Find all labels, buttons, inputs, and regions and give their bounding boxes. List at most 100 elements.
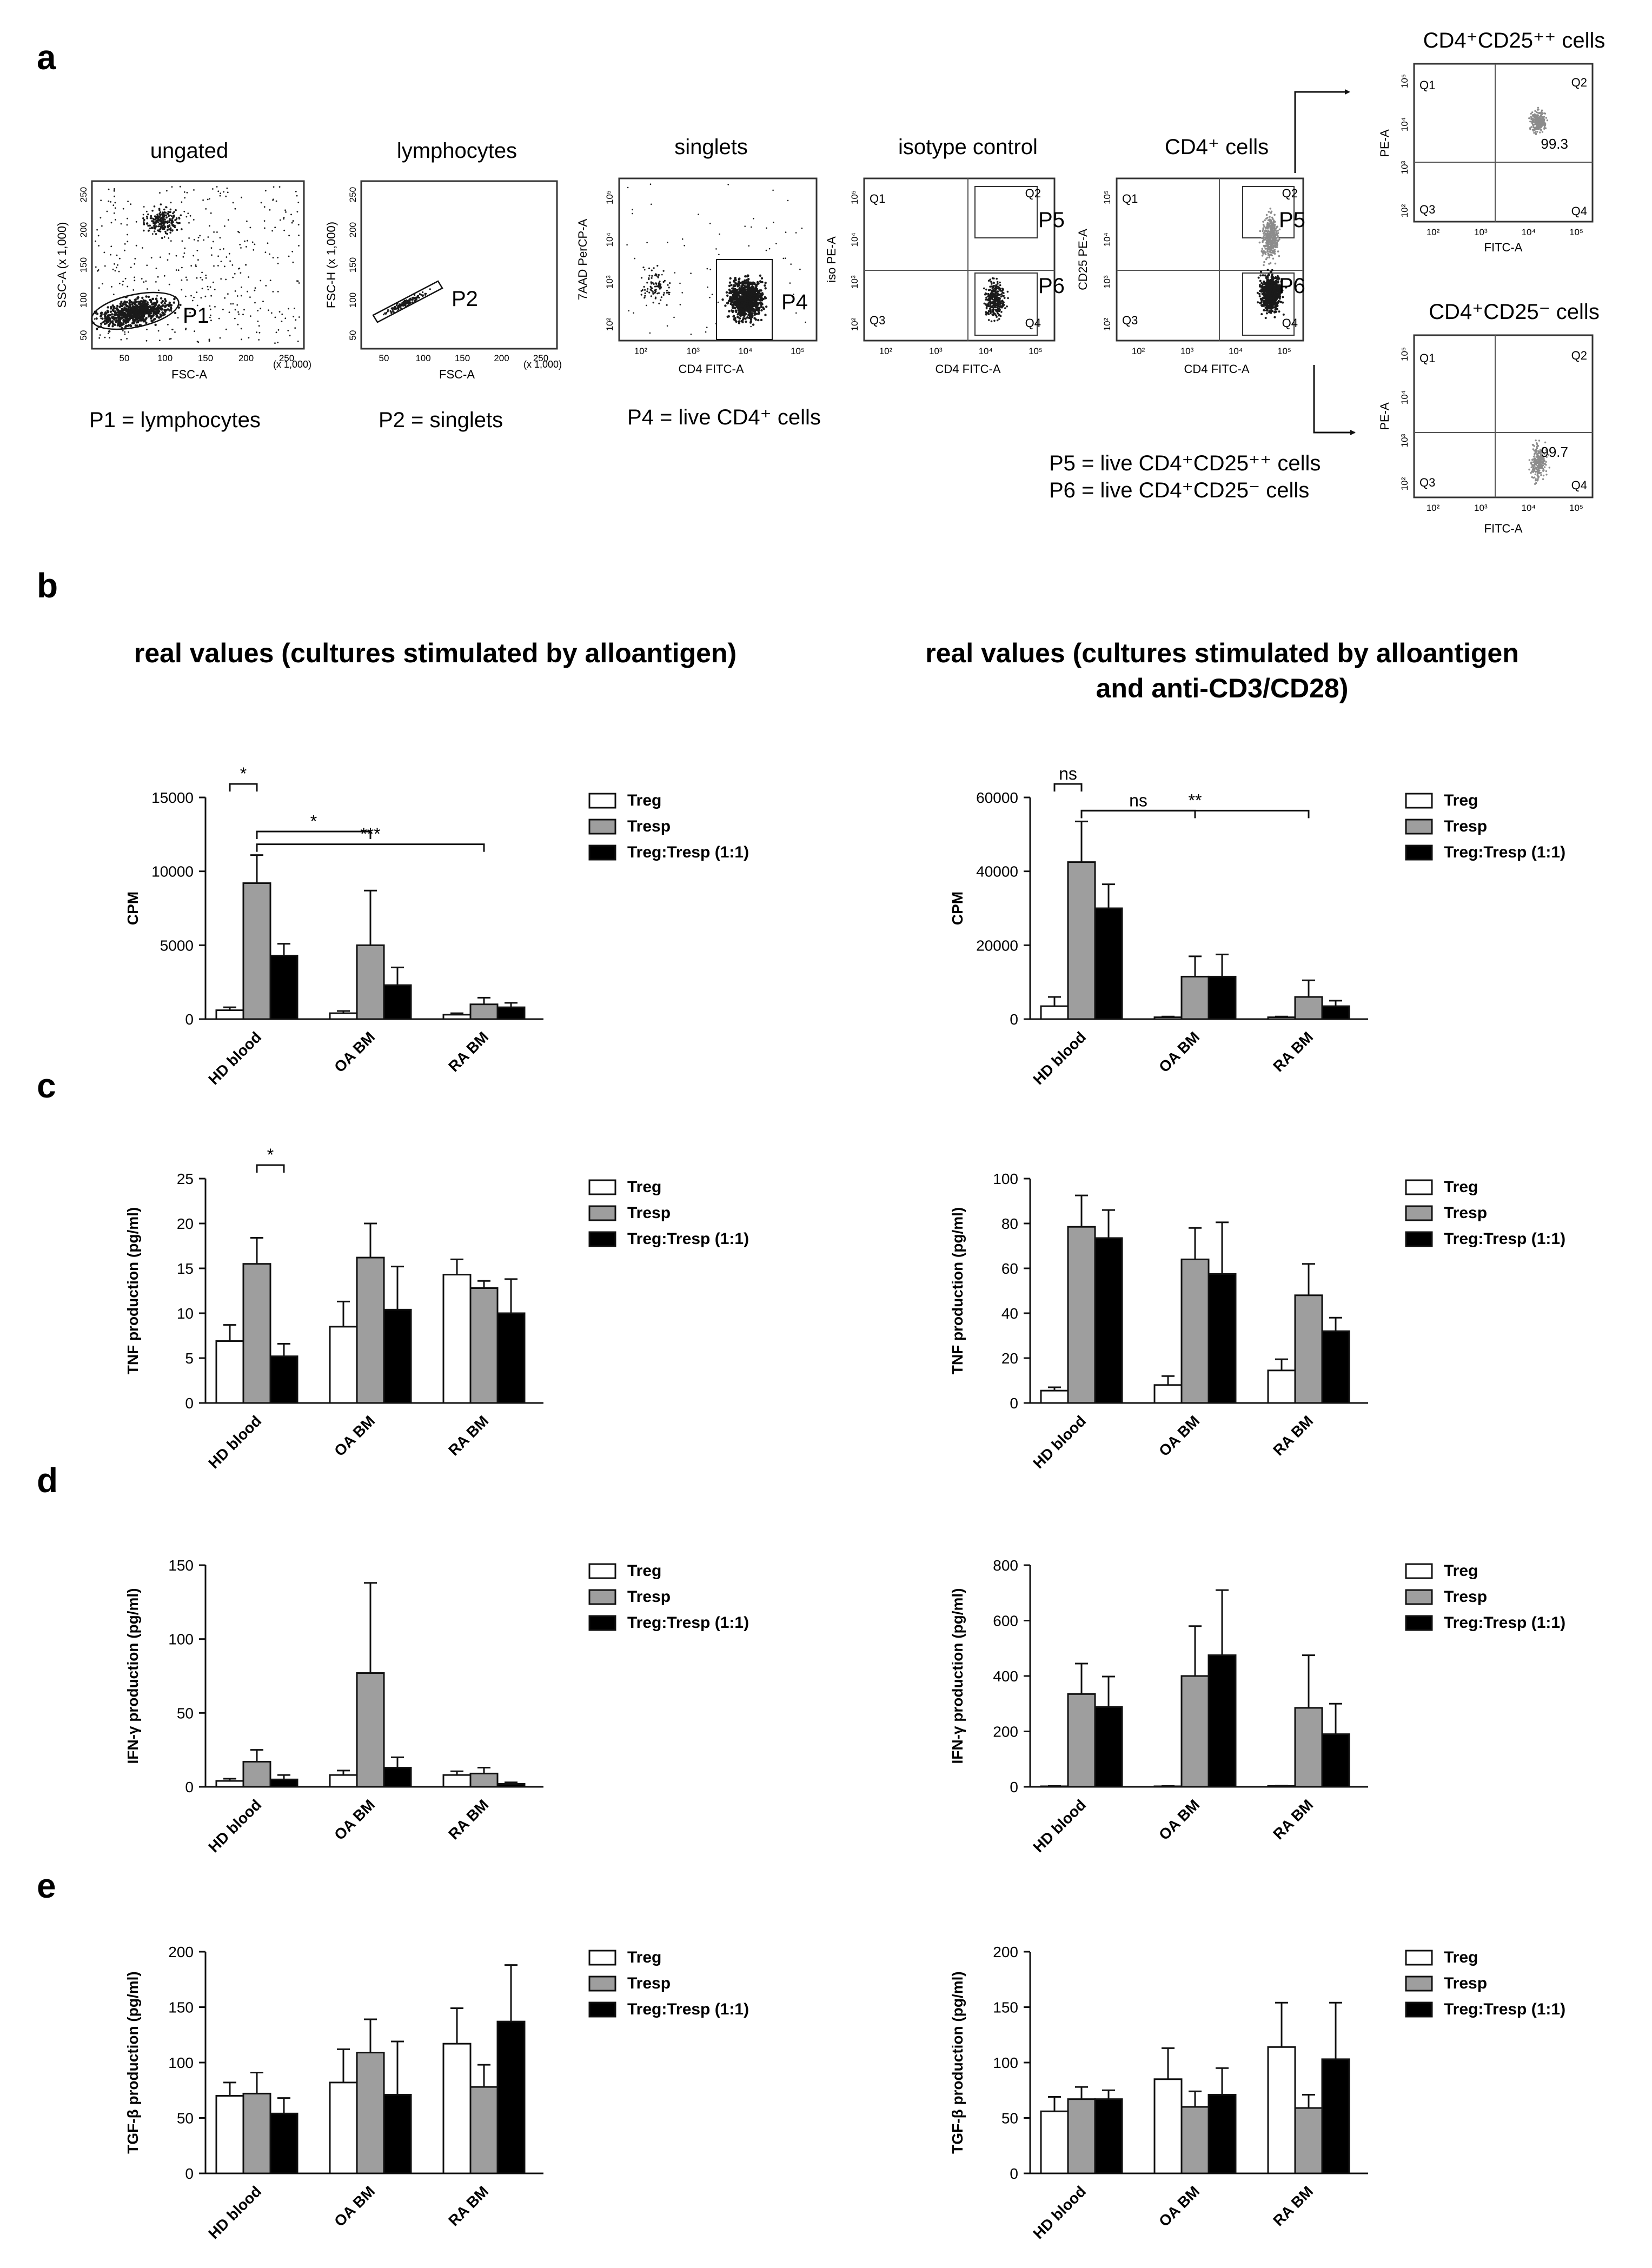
ytick-label: 150 [168, 1999, 194, 2016]
log0-ytick: 10³ [605, 275, 615, 289]
cd25m-ytick: 10⁵ [1399, 347, 1410, 361]
sig-label: ** [1189, 790, 1202, 810]
gate-p1 [91, 291, 180, 330]
flow-title-cd25pp: CD4⁺CD25⁺⁺ cells [1423, 29, 1605, 52]
q4-cd25m: Q4 [1571, 478, 1587, 492]
category-label: HD blood [205, 1028, 264, 1088]
legend-d_right: Treg Tresp Treg:Tresp (1:1) [1405, 1562, 1565, 1632]
cd25pp-ytick: 10⁴ [1399, 117, 1410, 131]
chart-c_left: 0 5 10 15 20 25 TNF production (pg/ml) HD blood… [124, 1145, 543, 1472]
bar-tregtresp-1 [1208, 2093, 1237, 2174]
legend-label: Treg [627, 1562, 661, 1580]
log1-ytick: 10³ [850, 275, 860, 289]
ytick-label: 40 [1001, 1305, 1018, 1322]
bar-tregtresp-1 [383, 1766, 412, 1788]
log0-ytick: 10⁴ [605, 232, 615, 247]
scatter-cd25pp [1528, 107, 1549, 136]
ungated-ytick: 250 [78, 187, 89, 202]
scatter-cd4 [721, 274, 768, 326]
cd25pp-xtick: 10⁵ [1569, 227, 1583, 237]
bar-treg-1 [1153, 2078, 1183, 2174]
bar-treg-0 [215, 1780, 244, 1788]
category-label: HD blood [1030, 1412, 1089, 1472]
legend-swatch [1405, 793, 1433, 809]
category-label: RA BM [445, 2183, 492, 2229]
gate-p6 [1242, 272, 1295, 336]
q3-cd25m: Q3 [1419, 476, 1435, 489]
ytick-label: 150 [993, 1999, 1018, 2016]
ytick-label: 0 [185, 1395, 194, 1412]
legend-swatch [588, 844, 616, 861]
ungated-xtick: 100 [157, 353, 173, 363]
bar-treg-2 [1267, 1369, 1296, 1404]
sig-label: ns [1129, 790, 1147, 810]
log0-ytick: 10⁵ [605, 190, 615, 204]
ytick-label: 0 [185, 1779, 194, 1795]
gate-label-p6-iso: P6 [1038, 274, 1065, 298]
category-label: OA BM [1156, 1796, 1203, 1843]
flow-plot-cd25pp [1413, 63, 1594, 223]
xlabel-lymphocytes: FSC-A [439, 368, 475, 381]
cd25m-ytick: 10² [1399, 477, 1410, 490]
ylabel-b_right: CPM [949, 892, 966, 925]
bar-tresp-0 [242, 1761, 271, 1788]
sig-bracket [1080, 809, 1310, 819]
bar-tresp-0 [242, 2092, 271, 2174]
xlabel-isotype: CD4 FITC-A [936, 362, 1001, 376]
title-left: real values (cultures stimulated by allo… [134, 638, 737, 668]
ungated-xtick: 50 [120, 353, 130, 363]
legend-label: Treg [1444, 1562, 1478, 1580]
sig-bracket [256, 843, 485, 852]
bar-tregtresp-1 [383, 1308, 412, 1404]
category-label: RA BM [445, 1796, 492, 1843]
bar-tresp-1 [1180, 1675, 1210, 1788]
legend-label: Treg:Tresp (1:1) [1444, 2000, 1565, 2018]
legend-label: Treg [627, 792, 661, 809]
category-label: RA BM [1270, 1796, 1316, 1843]
xlabel-singlets: CD4 FITC-A [679, 362, 744, 376]
chart-d_left: 0 50 100 150 IFN-γ production (pg/ml) HD bloo… [124, 1557, 543, 1855]
category-label: RA BM [445, 1412, 492, 1459]
bar-tresp-0 [1067, 2098, 1096, 2174]
ytick-label: 20000 [976, 937, 1018, 954]
log2-xtick: 10⁴ [1229, 346, 1243, 356]
bar-treg-1 [1153, 1384, 1183, 1404]
bar-tregtresp-2 [496, 2020, 526, 2174]
ungated-xtick: 200 [238, 353, 254, 363]
bar-tregtresp-0 [269, 2112, 298, 2174]
legend-swatch [1405, 1205, 1433, 1221]
legend-swatch [1405, 1231, 1433, 1247]
cd25m-ytick: 10³ [1399, 434, 1410, 447]
panel-letter-d: d [37, 1461, 58, 1500]
legend-label: Tresp [1444, 817, 1487, 835]
flow-ticks: 50 100 150 200 250 50 100 150 200 250 50 100 150 200 2… [78, 74, 1583, 513]
q1-cd4: Q1 [1122, 192, 1138, 205]
sig-bracket [1080, 809, 1196, 819]
bar-tresp-0 [1067, 861, 1096, 1020]
chart-e_left: 0 50 100 150 200 TGF-β production (pg/ml) HD b… [124, 1944, 543, 2242]
ylabel-cd25m: PE-A [1378, 402, 1391, 430]
caption-p1: P1 = lymphocytes [89, 408, 261, 432]
lymphocytes-xtick: 250 [533, 353, 548, 363]
caption-p2: P2 = singlets [379, 408, 503, 432]
category-label: HD blood [1030, 1028, 1089, 1088]
sig-label: * [240, 764, 247, 783]
legend-label: Tresp [1444, 1204, 1487, 1222]
legend-swatch [1405, 1589, 1433, 1605]
flow-scatter [92, 107, 1550, 485]
log1-xtick: 10² [879, 346, 893, 356]
xlabel-cd4: CD4 FITC-A [1184, 362, 1250, 376]
legend-swatch [1405, 819, 1433, 835]
scatter-cd25m [1528, 439, 1550, 485]
category-label: HD blood [205, 2183, 264, 2242]
scatter-ungated-bg [94, 185, 300, 344]
category-label: OA BM [1156, 1028, 1203, 1075]
def-p6: P6 = live CD4⁺CD25⁻ cells [1049, 478, 1309, 502]
legend-swatch [1405, 2001, 1433, 2018]
log2-ytick: 10⁵ [1102, 190, 1112, 204]
bar-tresp-0 [1067, 1226, 1096, 1404]
bar-tresp-1 [1180, 1258, 1210, 1404]
cd25pp-ytick: 10² [1399, 204, 1410, 217]
ylabel-singlets: 7AAD PerCP-A [576, 218, 589, 300]
